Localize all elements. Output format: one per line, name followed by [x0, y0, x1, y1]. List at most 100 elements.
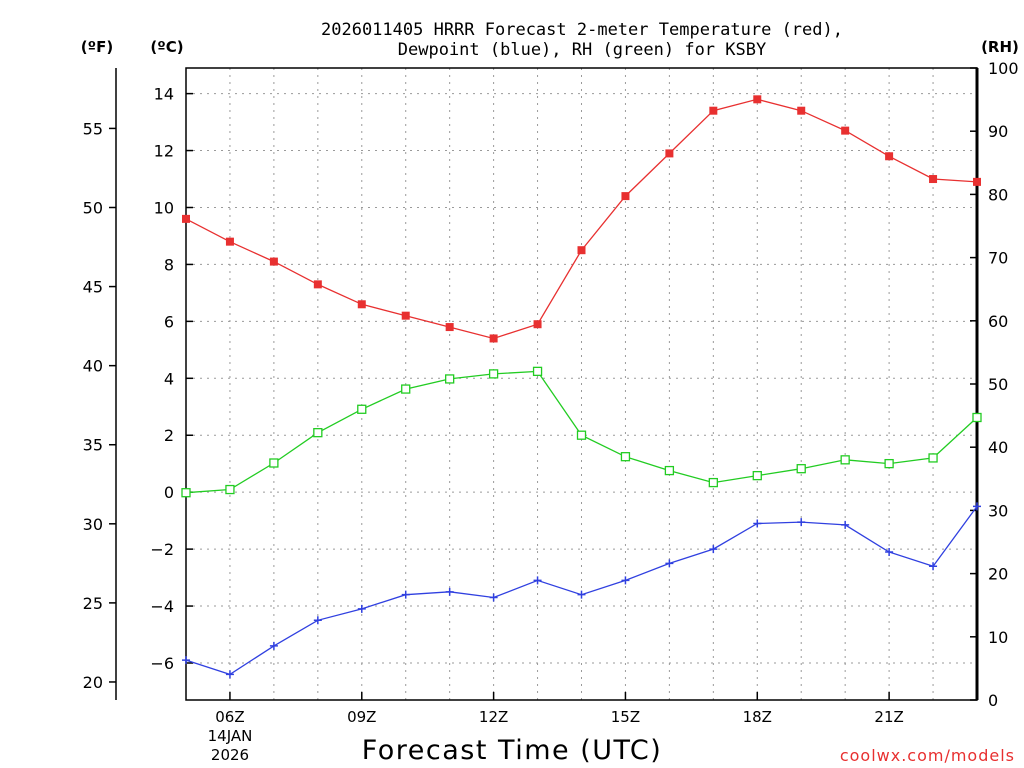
temperature-point	[841, 126, 850, 135]
rh-point	[840, 455, 850, 465]
rh-unit-label: (RH)	[981, 38, 1019, 56]
rh-point	[576, 430, 587, 440]
temperature-point	[445, 323, 454, 332]
x-tick-label: 21Z	[874, 708, 903, 726]
date-label-year: 2026	[211, 746, 249, 764]
fahrenheit-tick-label: 25	[83, 594, 103, 613]
dewpoint-point	[225, 670, 234, 679]
x-tick-label: 12Z	[479, 708, 508, 726]
rh-tick-label: 50	[988, 375, 1008, 394]
chart-title-line2: Dewpoint (blue), RH (green) for KSBY	[398, 40, 766, 60]
rh-point	[225, 484, 235, 495]
rh-point	[532, 366, 543, 377]
temperature-point	[621, 192, 630, 201]
rh-point	[269, 458, 279, 468]
celsius-tick-label: 4	[164, 369, 174, 388]
dewpoint-point	[753, 519, 762, 528]
celsius-tick-label: 8	[164, 255, 174, 274]
rh-tick-label: 60	[988, 312, 1008, 331]
rh-tick-label: 0	[988, 691, 998, 710]
dewpoint-series	[182, 502, 981, 679]
temperature-point	[797, 106, 806, 115]
dewpoint-point	[182, 656, 190, 665]
x-axis-title: Forecast Time (UTC)	[362, 735, 663, 766]
data-series	[181, 95, 982, 679]
celsius-tick-label: 10	[154, 198, 174, 217]
fahrenheit-tick-label: 35	[83, 436, 103, 455]
temperature-point	[182, 214, 190, 223]
dewpoint-point	[709, 545, 718, 554]
temperature-point	[885, 152, 894, 161]
temperature-point	[357, 300, 366, 309]
dewpoint-point	[885, 547, 894, 556]
celsius-tick-label: 6	[164, 312, 174, 331]
dewpoint-point	[577, 590, 586, 599]
celsius-tick-label: 12	[154, 142, 174, 161]
x-tick-label: 15Z	[611, 708, 640, 726]
temperature-point	[577, 246, 586, 255]
x-tick-label: 18Z	[743, 708, 772, 726]
rh-point	[401, 384, 411, 394]
dewpoint-point	[313, 616, 322, 625]
celsius-tick-label: 14	[154, 85, 174, 104]
rh-tick-label: 20	[988, 565, 1008, 584]
date-label-day: 14JAN	[208, 727, 253, 745]
temperature-point	[313, 280, 322, 289]
celsius-tick-label: 2	[164, 426, 174, 445]
x-tick-label: 06Z	[215, 708, 244, 726]
temperature-point	[533, 320, 542, 329]
dewpoint-point	[401, 590, 410, 599]
rh-tick-label: 80	[988, 185, 1008, 204]
watermark-link[interactable]: coolwx.com/models	[840, 746, 1015, 765]
dewpoint-point	[533, 576, 542, 585]
celsius-tick-label: −4	[150, 597, 174, 616]
dewpoint-point	[445, 587, 454, 596]
fahrenheit-tick-label: 40	[83, 357, 103, 376]
rh-point	[445, 374, 455, 384]
rh-point	[313, 428, 323, 438]
rh-tick-label: 90	[988, 122, 1008, 141]
fahrenheit-unit-label: (ºF)	[81, 38, 113, 56]
rh-point	[664, 465, 675, 476]
rh-tick-label: 100	[988, 59, 1019, 78]
rh-tick-label: 10	[988, 628, 1008, 647]
temperature-point	[401, 311, 410, 320]
fahrenheit-tick-label: 50	[83, 198, 103, 217]
temperature-point	[973, 177, 981, 186]
rh-series	[181, 366, 982, 498]
dewpoint-point	[621, 576, 630, 585]
rh-point	[181, 488, 191, 498]
rh-point	[884, 458, 894, 469]
celsius-tick-label: −6	[150, 654, 174, 673]
fahrenheit-tick-label: 45	[83, 278, 103, 297]
celsius-tick-label: 0	[164, 483, 174, 502]
tick-labels: −6 −4 −2 0 2 4 6 8 10 12 14 20 25 30 35 40 45 50 55 0 10 20 30…	[83, 59, 1019, 726]
temperature-line	[185, 98, 978, 340]
celsius-unit-label: (ºC)	[150, 38, 183, 56]
rh-point	[708, 477, 718, 488]
dewpoint-point	[665, 559, 674, 568]
celsius-tick-label: −2	[150, 540, 174, 559]
temperature-point	[489, 334, 498, 343]
rh-tick-label: 30	[988, 501, 1008, 520]
dewpoint-point	[797, 518, 806, 527]
temperature-point	[929, 175, 938, 184]
rh-point	[620, 452, 631, 462]
temperature-point	[269, 257, 278, 266]
temperature-point	[665, 149, 674, 158]
temperature-point	[753, 95, 762, 104]
x-tick-label: 09Z	[347, 708, 376, 726]
rh-point	[928, 453, 938, 463]
rh-point	[752, 470, 762, 481]
chart-title-line1: 2026011405 HRRR Forecast 2-meter Tempera…	[321, 20, 843, 40]
fahrenheit-tick-label: 30	[83, 515, 103, 534]
grid-lines	[186, 68, 977, 700]
temperature-series	[182, 95, 981, 343]
rh-tick-label: 40	[988, 438, 1008, 457]
rh-tick-label: 70	[988, 249, 1008, 268]
dewpoint-point	[269, 641, 278, 650]
rh-point	[357, 404, 367, 414]
fahrenheit-tick-label: 55	[83, 119, 103, 138]
rh-point	[972, 412, 982, 423]
temperature-point	[225, 237, 234, 246]
